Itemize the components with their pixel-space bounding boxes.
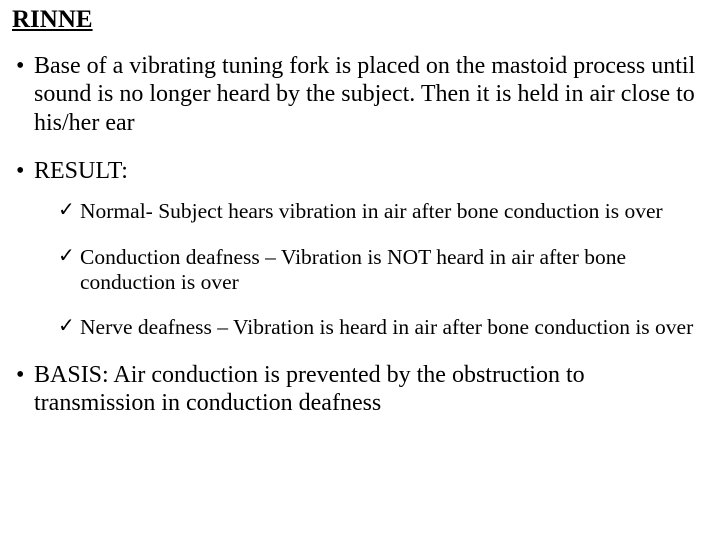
bullet-text: BASIS: Air conduction is prevented by th…: [34, 362, 585, 416]
check-icon: ✓: [58, 245, 75, 269]
sub-bullet-text: Normal- Subject hears vibration in air a…: [80, 199, 663, 223]
sub-bullet-text: Conduction deafness – Vibration is NOT h…: [80, 245, 626, 294]
sub-bullet-item: ✓ Normal- Subject hears vibration in air…: [58, 199, 708, 224]
bullet-text: Base of a vibrating tuning fork is place…: [34, 53, 695, 136]
bullet-text: RESULT:: [34, 158, 128, 184]
bullet-list: Base of a vibrating tuning fork is place…: [12, 52, 708, 417]
sub-bullet-item: ✓ Conduction deafness – Vibration is NOT…: [58, 245, 708, 296]
sub-bullet-item: ✓ Nerve deafness – Vibration is heard in…: [58, 315, 708, 340]
sub-bullet-list: ✓ Normal- Subject hears vibration in air…: [34, 199, 708, 340]
slide: RINNE Base of a vibrating tuning fork is…: [0, 0, 720, 540]
bullet-item: RESULT: ✓ Normal- Subject hears vibratio…: [12, 157, 708, 341]
bullet-item: BASIS: Air conduction is prevented by th…: [12, 361, 708, 418]
sub-bullet-text: Nerve deafness – Vibration is heard in a…: [80, 315, 693, 339]
slide-title: RINNE: [12, 6, 708, 34]
check-icon: ✓: [58, 315, 75, 339]
check-icon: ✓: [58, 199, 75, 223]
bullet-item: Base of a vibrating tuning fork is place…: [12, 52, 708, 137]
